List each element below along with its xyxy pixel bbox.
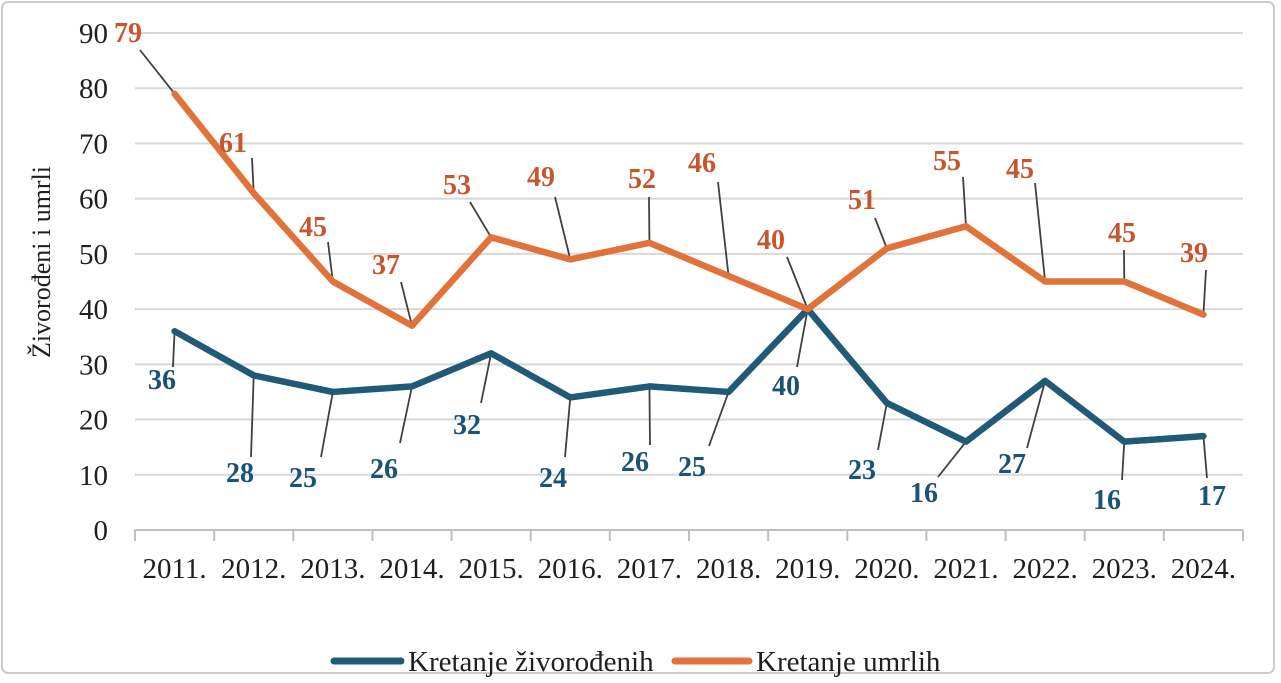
data-label: 28 — [226, 458, 254, 489]
data-label: 25 — [678, 452, 706, 483]
data-label: 46 — [688, 148, 716, 179]
y-axis-tick-label: 0 — [94, 515, 109, 547]
x-axis-tick-label: 2017. — [617, 553, 682, 585]
data-label-leader-line — [1121, 441, 1126, 481]
data-label-leader-line — [172, 331, 176, 368]
data-label: 49 — [527, 162, 555, 193]
data-label-leader-line — [327, 241, 334, 282]
data-label: 36 — [148, 365, 176, 396]
data-label-leader-line — [717, 181, 730, 277]
x-axis-tick-label: 2022. — [1013, 553, 1078, 585]
series-line-umrli — [171, 90, 1207, 329]
data-label-leader-line — [320, 391, 334, 458]
x-axis-tick-label: 2014. — [379, 553, 444, 585]
y-axis-tick-label: 70 — [79, 128, 108, 160]
x-axis-tick-label: 2018. — [696, 553, 761, 585]
y-axis-title: Živorođeni i umrli — [27, 166, 56, 358]
data-label: 16 — [910, 478, 938, 509]
data-label-leader-line — [796, 308, 809, 368]
data-label: 26 — [370, 454, 398, 485]
x-axis-tick-label: 2013. — [300, 553, 365, 585]
data-label-leader-line — [708, 391, 730, 447]
data-label-leader-line — [877, 402, 888, 451]
data-label-leader-line — [564, 397, 572, 458]
data-label-leader-line — [937, 441, 967, 478]
data-label: 45 — [1006, 154, 1034, 185]
y-axis-tick-label: 30 — [79, 349, 108, 381]
data-label-leader-line — [554, 196, 572, 260]
data-label: 51 — [848, 185, 876, 216]
data-label: 45 — [299, 212, 327, 243]
x-axis-tick-label: 2015. — [459, 553, 524, 585]
x-axis-tick-label: 2024. — [1171, 553, 1236, 585]
data-label-leader-line — [399, 386, 413, 444]
figure-border — [1, 1, 1275, 674]
data-label: 53 — [443, 170, 471, 201]
x-axis-tick-label: 2021. — [933, 553, 998, 585]
data-label: 40 — [772, 371, 800, 402]
x-axis-tick-label: 2011. — [142, 553, 206, 585]
data-label-leader-line — [786, 256, 809, 310]
data-label: 61 — [219, 128, 247, 159]
x-axis-tick-label: 2023. — [1092, 553, 1157, 585]
data-label: 40 — [757, 225, 785, 256]
data-label: 16 — [1093, 485, 1121, 516]
data-label-leader-line — [874, 217, 888, 249]
data-label-leader-line — [1026, 380, 1047, 449]
data-label-leader-line — [1202, 436, 1208, 479]
x-axis-tick-label: 2020. — [854, 553, 919, 585]
data-label: 27 — [998, 449, 1026, 480]
data-label: 23 — [848, 455, 876, 486]
y-axis-tick-label: 50 — [79, 239, 108, 271]
data-label: 45 — [1108, 218, 1136, 249]
data-label-leader-line — [469, 201, 492, 238]
legend-label-zivorodjeni: Kretanje živorođenih — [408, 646, 654, 678]
data-label-leader-line — [400, 281, 413, 326]
data-label: 52 — [628, 164, 656, 195]
y-axis-tick-label: 90 — [79, 18, 108, 50]
x-axis-tick-label: 2012. — [221, 553, 286, 585]
data-label: 79 — [114, 18, 142, 49]
data-label: 37 — [372, 250, 400, 281]
data-label: 25 — [289, 463, 317, 494]
data-label-leader-line — [139, 49, 176, 95]
data-label-leader-line — [250, 375, 255, 458]
data-label-leader-line — [648, 386, 651, 446]
data-label-leader-line — [1034, 182, 1047, 282]
data-label-leader-line — [480, 353, 493, 404]
y-axis-tick-label: 80 — [79, 73, 108, 105]
y-axis-tick-label: 40 — [79, 294, 108, 326]
y-axis-tick-label: 20 — [79, 405, 108, 437]
data-label-leader-line — [1202, 269, 1207, 315]
x-axis-tick-label: 2016. — [538, 553, 603, 585]
data-label: 26 — [621, 447, 649, 478]
legend-label-umrli: Kretanje umrlih — [756, 646, 941, 678]
y-axis-tick-label: 60 — [79, 184, 108, 216]
series-line-zivorodjeni — [171, 305, 1207, 445]
data-label: 55 — [933, 146, 961, 177]
data-label: 24 — [539, 463, 567, 494]
data-label-leader-line — [962, 176, 967, 227]
data-label-leader-line — [251, 157, 255, 194]
y-axis-tick-label: 10 — [79, 460, 108, 492]
data-label: 39 — [1180, 238, 1208, 269]
data-label: 17 — [1198, 481, 1226, 512]
x-axis-tick-label: 2019. — [775, 553, 840, 585]
data-label: 32 — [453, 410, 481, 441]
